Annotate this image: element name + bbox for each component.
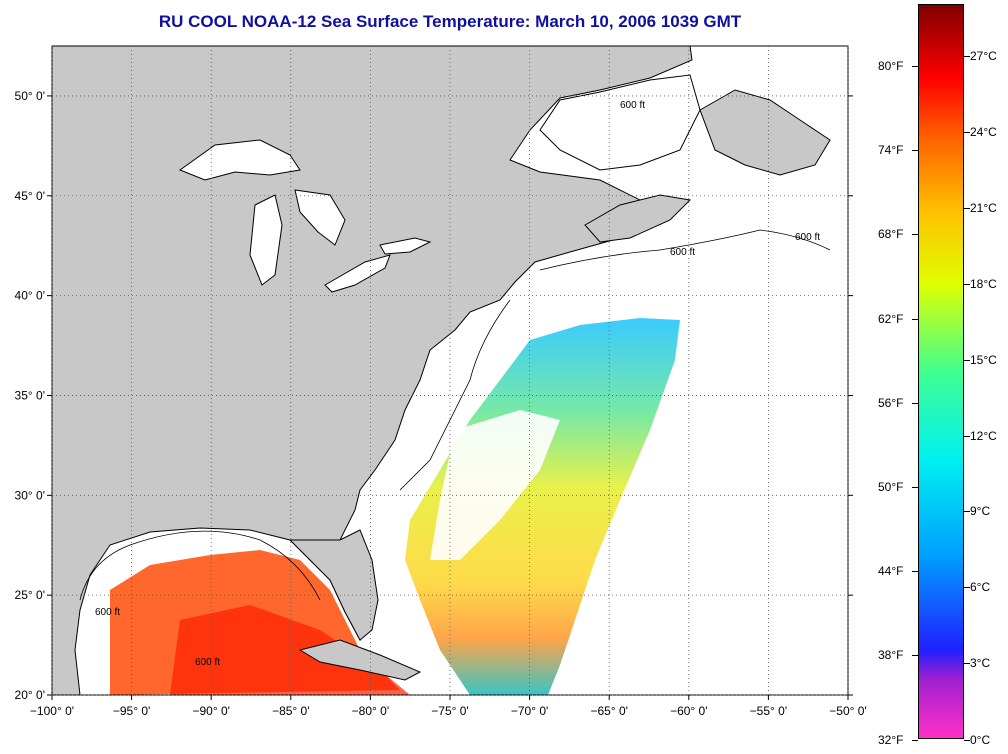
colorbar-tick: [912, 150, 918, 152]
gulf-sst-warm: [170, 605, 410, 695]
x-tick-label: −90° 0': [192, 704, 229, 718]
x-tick-label: −60° 0': [670, 704, 707, 718]
colorbar-fahrenheit-label: 80°F: [878, 59, 904, 73]
colorbar-celsius-label: 15°C: [970, 352, 997, 367]
colorbar-celsius-label: 9°C: [970, 504, 991, 519]
colorbar-celsius-label: 6°C: [970, 580, 991, 595]
bathymetry-label: 600 ft: [95, 607, 120, 618]
colorbar-fahrenheit-label: 50°F: [878, 480, 904, 494]
colorbar-fahrenheit-label: 38°F: [878, 648, 904, 663]
x-tick-label: −70° 0': [511, 704, 548, 718]
y-tick-label: 40° 0': [15, 289, 45, 303]
colorbar-celsius-label: 0°C: [970, 733, 991, 747]
bathymetry-label: 600 ft: [795, 232, 820, 243]
bathymetry-label: 600 ft: [670, 247, 695, 258]
land-newfoundland: [699, 89, 831, 176]
colorbar-tick: [912, 740, 918, 741]
x-tick-label: −75° 0': [431, 704, 468, 718]
colorbar-tick: [912, 402, 918, 404]
bathymetry-label: 600 ft: [620, 100, 645, 111]
colorbar-celsius-label: 18°C: [970, 276, 997, 291]
map-title: RU COOL NOAA-12 Sea Surface Temperature:…: [158, 12, 742, 31]
colorbar-tick: [964, 207, 970, 209]
y-tick-label: 30° 0': [15, 488, 45, 502]
lake-erie: [324, 254, 391, 293]
colorbar-fahrenheit-label: 32°F: [878, 733, 904, 747]
x-tick-label: −100° 0': [30, 704, 74, 718]
bathymetry-contour-north: [539, 229, 831, 271]
colorbar-celsius-label: 24°C: [970, 124, 997, 139]
colorbar-tick: [964, 740, 970, 741]
lake-ontario: [379, 237, 432, 255]
colorbar-tick: [964, 131, 970, 133]
x-tick-label: −65° 0': [590, 704, 627, 718]
bathymetry-contour: [79, 530, 321, 601]
lake-superior: [178, 139, 301, 181]
colorbar-tick: [912, 571, 918, 573]
y-tick-label: 20° 0': [15, 688, 45, 702]
colorbar-tick: [964, 56, 970, 57]
land-florida: [288, 529, 379, 641]
colorbar-celsius-label: 21°C: [970, 200, 997, 215]
longitude-axis: −100° 0' −95° 0' −90° 0' −85° 0' −80° 0' −75°…: [30, 695, 867, 718]
y-tick-label: 50° 0': [15, 89, 45, 103]
colorbar-fahrenheit-label: 56°F: [878, 395, 904, 410]
colorbar-fahrenheit-label: 68°F: [878, 227, 904, 242]
colorbar-celsius-label: 3°C: [970, 656, 991, 671]
y-tick-label: 45° 0': [15, 189, 45, 203]
x-tick-label: −95° 0': [113, 704, 150, 718]
y-tick-label: 35° 0': [15, 388, 45, 402]
lake-michigan: [249, 194, 283, 286]
colorbar-tick: [964, 587, 970, 589]
colorbar-tick: [912, 66, 918, 67]
colorbar-celsius-label: 27°C: [970, 49, 997, 63]
colorbar-tick: [912, 234, 918, 236]
colorbar-fahrenheit-label: 44°F: [878, 564, 904, 579]
latitude-axis: 50° 0' 45° 0' 40° 0' 35° 0' 30° 0' 25° 0' 20° …: [15, 89, 853, 702]
bathymetry-contour-east: [399, 299, 511, 491]
x-tick-label: −50° 0': [829, 704, 866, 718]
colorbar-tick: [964, 359, 970, 361]
colorbar-gradient: [919, 5, 963, 738]
land-cuba: [298, 639, 422, 681]
y-tick-label: 25° 0': [15, 588, 45, 602]
colorbar-celsius-label: 12°C: [970, 428, 997, 443]
gulf-st-lawrence: [539, 74, 701, 171]
colorbar-tick: [912, 318, 918, 320]
colorbar-tick: [912, 487, 918, 488]
x-tick-label: −85° 0': [272, 704, 309, 718]
colorbar-tick: [964, 435, 970, 437]
colorbar-tick: [912, 655, 918, 657]
atlantic-sst-swath: [405, 318, 680, 695]
colorbar-tick: [964, 663, 970, 665]
x-tick-label: −80° 0': [352, 704, 389, 718]
land-nova-scotia: [584, 194, 692, 243]
bathymetry-label: 600 ft: [195, 657, 220, 668]
atlantic-cloud-gap: [430, 410, 560, 560]
colorbar-tick: [964, 283, 970, 285]
colorbar: [918, 4, 964, 739]
graticule: [51, 46, 849, 696]
x-tick-label: −55° 0': [750, 704, 787, 718]
land-north-america: [52, 46, 693, 695]
colorbar-fahrenheit-label: 62°F: [878, 311, 904, 326]
colorbar-tick: [964, 511, 970, 513]
colorbar-fahrenheit-label: 74°F: [878, 143, 904, 158]
lake-huron: [294, 189, 346, 246]
